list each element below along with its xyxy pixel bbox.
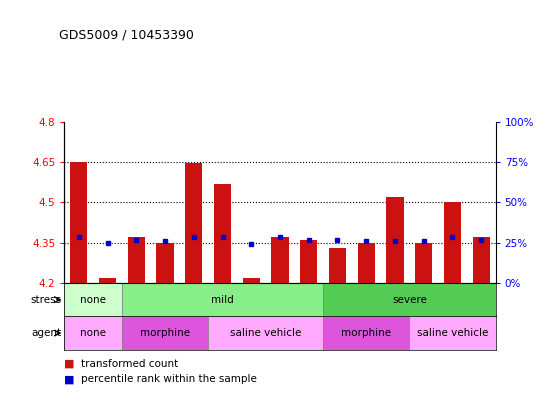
Text: morphine: morphine xyxy=(140,328,190,338)
Bar xyxy=(323,316,409,350)
Bar xyxy=(386,197,404,283)
Bar xyxy=(242,277,260,283)
Text: ■: ■ xyxy=(64,358,78,369)
Bar xyxy=(272,237,288,283)
Bar xyxy=(300,240,318,283)
Bar xyxy=(444,202,461,283)
Text: percentile rank within the sample: percentile rank within the sample xyxy=(81,374,257,384)
Text: mild: mild xyxy=(211,295,234,305)
Text: GDS5009 / 10453390: GDS5009 / 10453390 xyxy=(59,28,194,41)
Text: saline vehicle: saline vehicle xyxy=(230,328,301,338)
Bar xyxy=(409,316,496,350)
Bar xyxy=(64,283,122,316)
Bar xyxy=(473,237,490,283)
Bar xyxy=(156,243,174,283)
Text: none: none xyxy=(80,328,106,338)
Bar xyxy=(358,243,375,283)
Text: severe: severe xyxy=(392,295,427,305)
Bar xyxy=(323,283,496,316)
Bar xyxy=(329,248,346,283)
Bar xyxy=(415,243,432,283)
Bar xyxy=(122,316,208,350)
Text: none: none xyxy=(80,295,106,305)
Bar xyxy=(99,277,116,283)
Text: agent: agent xyxy=(31,328,62,338)
Bar xyxy=(185,163,202,283)
Text: ■: ■ xyxy=(64,374,78,384)
Text: transformed count: transformed count xyxy=(81,358,179,369)
Text: stress: stress xyxy=(30,295,62,305)
Bar xyxy=(122,283,323,316)
Bar xyxy=(208,316,323,350)
Text: saline vehicle: saline vehicle xyxy=(417,328,488,338)
Bar xyxy=(64,316,122,350)
Bar xyxy=(70,162,87,283)
Bar xyxy=(214,184,231,283)
Text: morphine: morphine xyxy=(341,328,391,338)
Bar xyxy=(128,237,145,283)
